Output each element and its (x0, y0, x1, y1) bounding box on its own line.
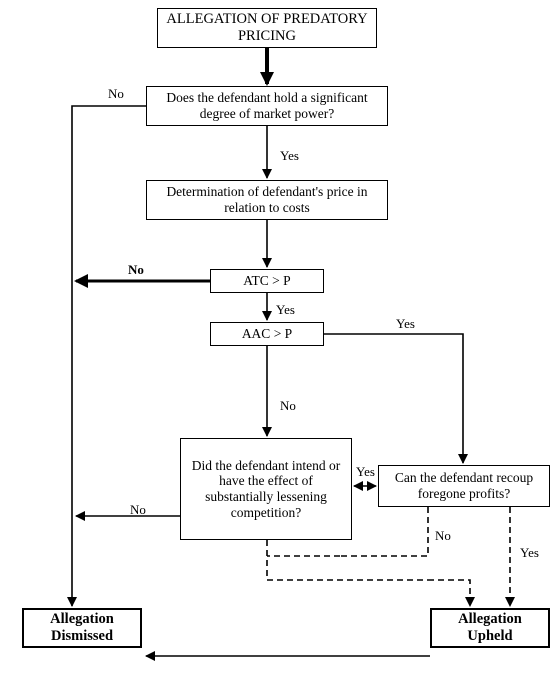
intent-text: Did the defendant intend or have the eff… (187, 458, 345, 520)
node-atc-test: ATC > P (210, 269, 324, 293)
det-text: Determination of defendant's price in re… (153, 184, 381, 215)
recoup-text: Can the defendant recoup foregone profit… (385, 470, 543, 501)
node-aac-test: AAC > P (210, 322, 324, 346)
q1-text: Does the defendant hold a significant de… (153, 90, 381, 121)
node-market-power-question: Does the defendant hold a significant de… (146, 86, 388, 126)
node-title: ALLEGATION OF PREDATORY PRICING (157, 8, 377, 48)
node-price-cost-determination: Determination of defendant's price in re… (146, 180, 388, 220)
label-q1-no: No (108, 86, 124, 102)
node-allegation-dismissed: Allegation Dismissed (22, 608, 142, 648)
upheld-text: Allegation Upheld (438, 611, 542, 644)
label-recoup-no: No (435, 528, 451, 544)
node-allegation-upheld: Allegation Upheld (430, 608, 550, 648)
atc-text: ATC > P (243, 273, 290, 289)
title-text: ALLEGATION OF PREDATORY PRICING (164, 11, 370, 44)
label-aac-yes: Yes (396, 316, 415, 332)
node-intent-question: Did the defendant intend or have the eff… (180, 438, 352, 540)
aac-text: AAC > P (242, 326, 292, 342)
label-intent-yes: Yes (356, 464, 375, 480)
node-recoup-question: Can the defendant recoup foregone profit… (378, 465, 550, 507)
label-aac-no: No (280, 398, 296, 414)
label-atc-yes: Yes (276, 302, 295, 318)
dismiss-text: Allegation Dismissed (30, 611, 134, 644)
label-intent-no: No (130, 502, 146, 518)
label-recoup-yes: Yes (520, 545, 539, 561)
label-q1-yes: Yes (280, 148, 299, 164)
label-atc-no: No (128, 262, 144, 278)
